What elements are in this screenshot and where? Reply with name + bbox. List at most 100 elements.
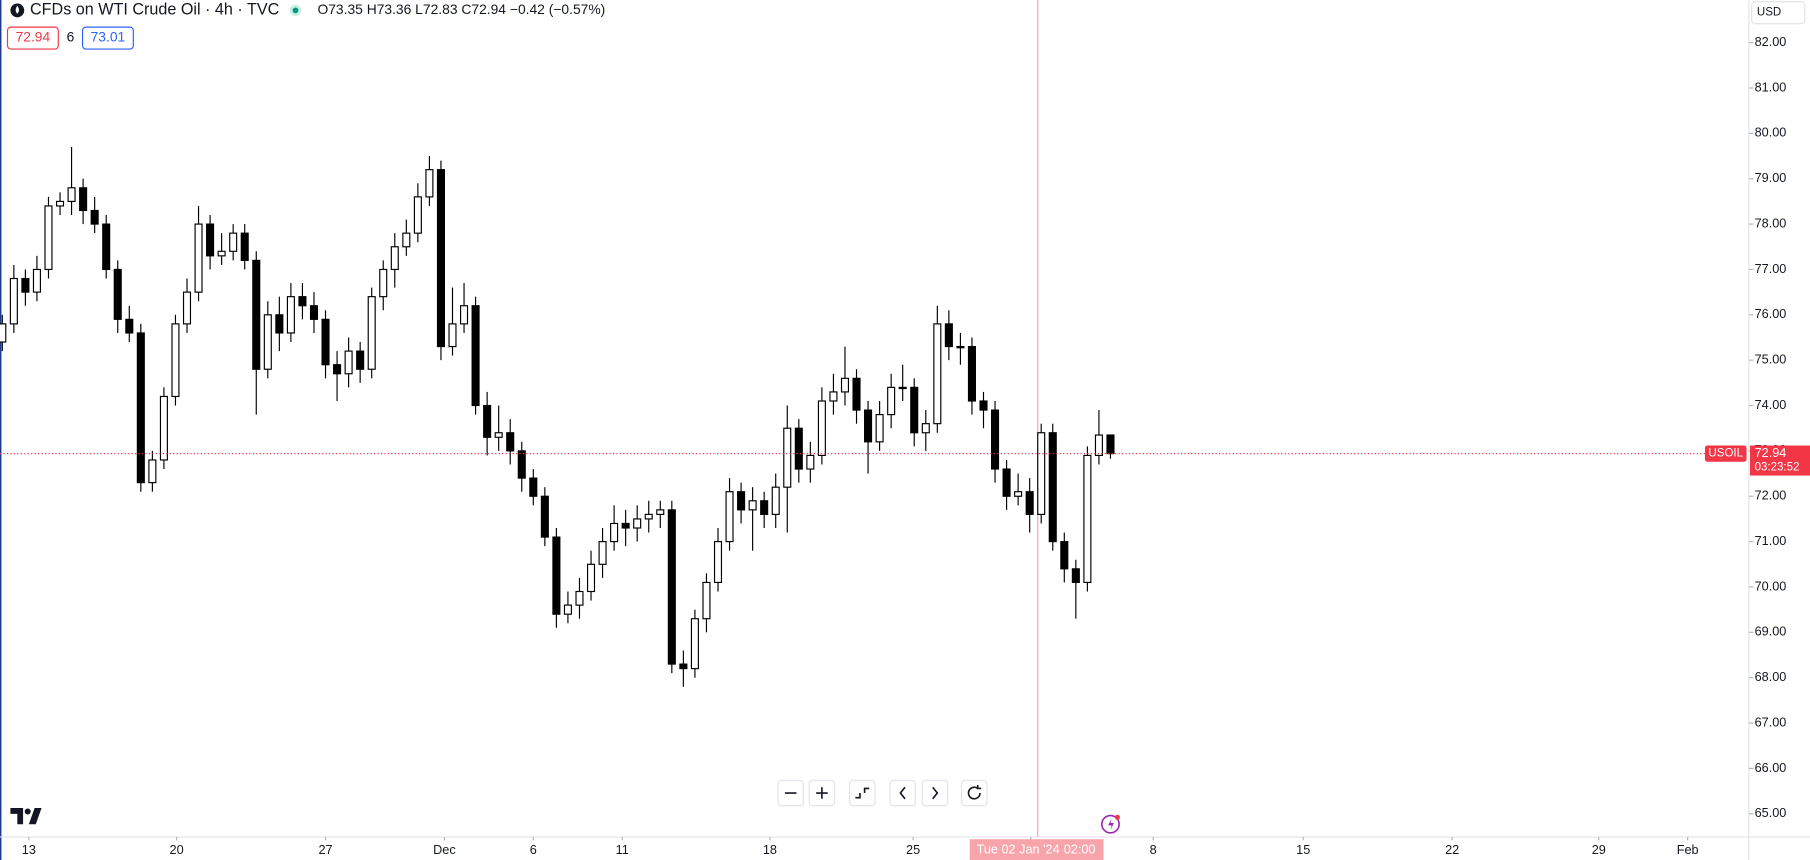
currency-box[interactable] <box>1751 1 1806 25</box>
candle-body <box>263 314 272 370</box>
symbol-label-box <box>1704 445 1747 462</box>
tv-logo[interactable] <box>10 808 42 825</box>
candle-body <box>1060 541 1069 570</box>
x-tick-label: 8 <box>1150 843 1157 857</box>
candle-body <box>1037 432 1046 515</box>
y-tick-label: 76.00 <box>1755 307 1787 321</box>
alert-bolt <box>1108 818 1114 830</box>
candle-body <box>32 268 41 293</box>
x-tick-label: 27 <box>318 843 332 857</box>
candle-body <box>367 296 376 370</box>
candle-body <box>967 345 976 402</box>
logo-part <box>10 808 24 825</box>
zoom-out-button[interactable] <box>777 779 804 807</box>
candle-body <box>621 522 630 529</box>
candle-body <box>540 495 549 538</box>
candle-body <box>448 323 457 348</box>
buy-price[interactable]: 73.01 <box>91 29 126 45</box>
candle-body <box>113 268 122 320</box>
candle-body <box>529 477 538 497</box>
candle-body <box>217 250 226 257</box>
y-tick-label: 65.00 <box>1755 806 1787 820</box>
candle-body <box>771 486 780 515</box>
candle-body <box>702 581 711 620</box>
candle-body <box>1025 491 1034 515</box>
candle-body <box>471 305 480 407</box>
candle-body <box>898 386 907 390</box>
candle-body <box>0 323 7 343</box>
currency[interactable]: USD <box>1757 7 1781 19</box>
candle-body <box>713 541 723 584</box>
candle-body <box>90 209 99 225</box>
y-tick-label: 75.00 <box>1755 353 1787 367</box>
candle-body <box>1048 432 1057 543</box>
candle-body <box>102 223 111 271</box>
y-tick-label: 78.00 <box>1755 216 1787 230</box>
candle-body <box>298 296 307 307</box>
candle-body <box>402 232 411 248</box>
candle-body <box>483 404 492 438</box>
candle-body <box>864 409 873 443</box>
candle-body <box>460 305 469 325</box>
candle-body <box>506 432 515 452</box>
candle-body <box>725 491 734 543</box>
bar-countdown: 03:23:52 <box>1755 462 1800 474</box>
candle-body <box>563 604 572 615</box>
y-tick-label: 77.00 <box>1755 262 1787 276</box>
candle-body <box>67 187 76 202</box>
alert-icon[interactable] <box>1101 814 1120 834</box>
candle-body <box>206 223 215 257</box>
candle-body <box>679 663 688 670</box>
y-tick-label: 82.00 <box>1755 35 1787 49</box>
y-tick-label: 72.00 <box>1755 489 1787 503</box>
scroll-left-button[interactable] <box>889 779 916 807</box>
x-tick-label: 13 <box>22 843 36 857</box>
x-tick-label: 20 <box>170 843 184 857</box>
x-tick-label: 25 <box>906 843 920 857</box>
candle-body <box>9 277 18 325</box>
plot <box>0 146 1749 687</box>
candle-body <box>1014 491 1023 497</box>
crosshair-time: 02:00 <box>1064 843 1096 857</box>
y-tick-label: 74.00 <box>1755 398 1787 412</box>
candle-body <box>552 536 561 615</box>
candle-body <box>148 459 157 484</box>
symbol-label: USOIL <box>1708 448 1743 460</box>
candle-body <box>690 618 699 670</box>
candle-body <box>783 427 792 488</box>
candle-body <box>321 318 330 366</box>
y-tick-label: 67.00 <box>1755 715 1787 729</box>
candle-body <box>840 377 850 393</box>
ohlc-values: O73.35 H73.36 L72.83 C72.94 −0.42 (−0.57… <box>317 1 605 17</box>
chart-title[interactable]: CFDs on WTI Crude Oil · 4h · TVC <box>30 1 280 19</box>
reset-scale-button[interactable] <box>849 779 876 807</box>
candle-body <box>829 391 838 402</box>
candle-body <box>610 522 619 543</box>
last-price: 72.94 <box>1755 446 1787 460</box>
candle-body <box>21 277 30 293</box>
candle-body <box>286 296 295 334</box>
scroll-right-button[interactable] <box>921 779 949 807</box>
symbol-drop <box>15 5 20 14</box>
reset-chart-button[interactable] <box>960 779 988 807</box>
spread: 6 <box>67 29 75 45</box>
candle-body <box>494 432 503 438</box>
candle-body <box>171 323 180 398</box>
candle-body <box>125 318 134 334</box>
y-tick-label: 80.00 <box>1755 126 1787 140</box>
sell-price[interactable]: 72.94 <box>16 29 51 45</box>
logo-part <box>28 808 42 825</box>
candle-body <box>979 400 988 411</box>
candle-body <box>760 500 769 515</box>
alert-dot <box>1114 814 1120 820</box>
candle-body <box>656 509 665 515</box>
zoom-in-button[interactable] <box>808 779 836 807</box>
status-dot <box>292 7 299 14</box>
x-tick-label: 18 <box>763 843 777 857</box>
buy-box[interactable] <box>81 26 134 50</box>
y-tick-label: 79.00 <box>1755 171 1787 185</box>
candle-body <box>240 232 249 261</box>
sell-box[interactable] <box>6 26 59 50</box>
y-tick-label: 66.00 <box>1755 761 1787 775</box>
